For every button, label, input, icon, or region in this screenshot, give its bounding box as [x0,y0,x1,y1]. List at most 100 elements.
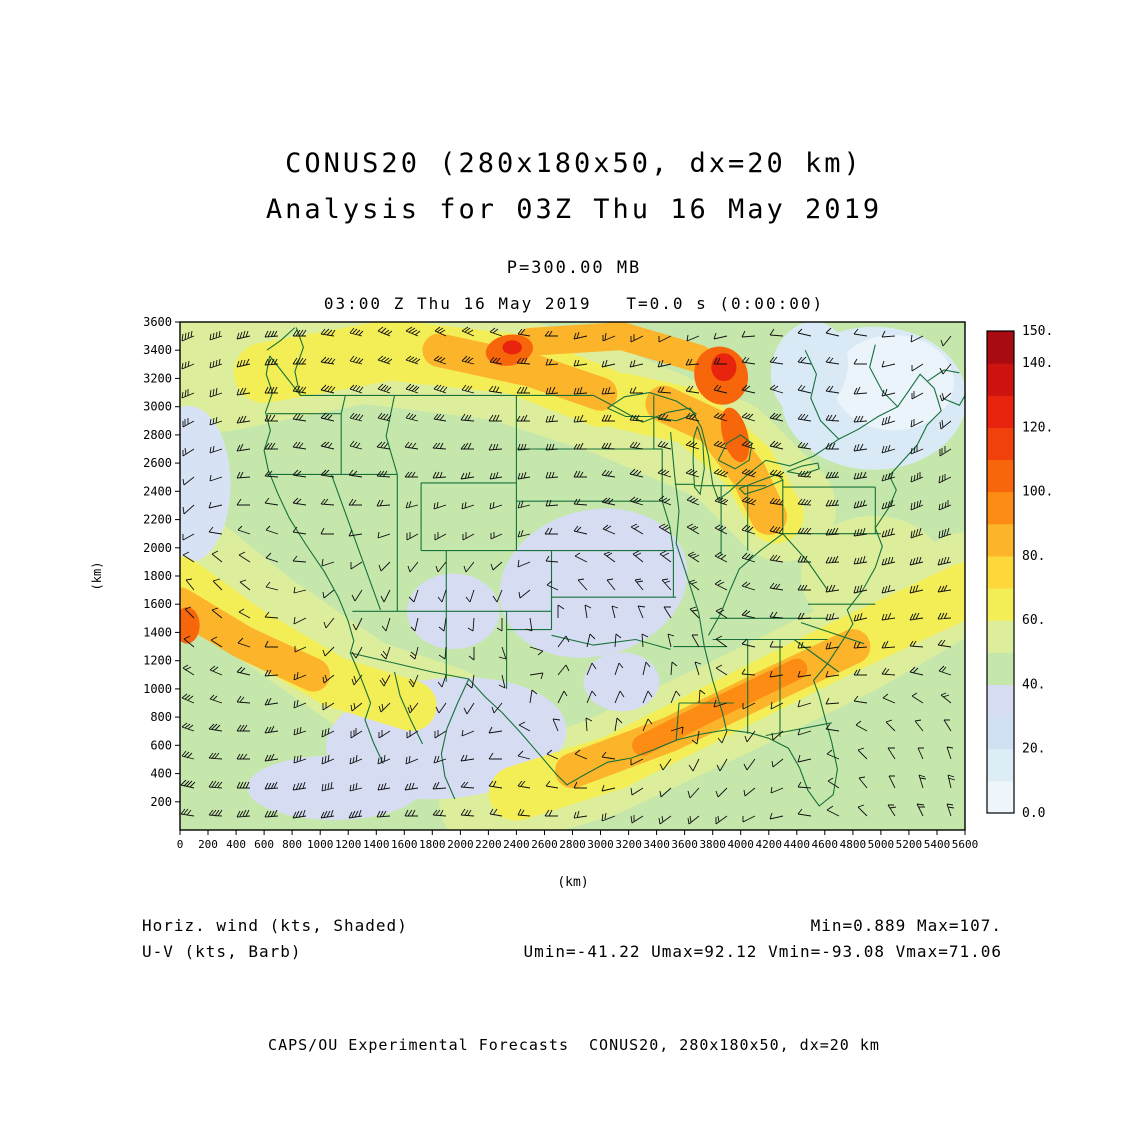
chart-title-line2: Analysis for 03Z Thu 16 May 2019 [265,194,883,225]
shaded-region [711,353,737,382]
y-tick-label: 1600 [143,597,172,611]
shaded-region [247,755,422,820]
colorbar-tick-label: 140. [1022,356,1053,371]
x-tick-label: 3600 [671,838,698,851]
shaded-region [770,322,848,416]
y-tick-label: 400 [150,767,172,781]
colorbar-segment [987,523,1014,557]
y-tick-label: 3200 [143,371,172,385]
colorbar-tick-label: 120. [1022,420,1053,435]
x-tick-label: 800 [282,838,302,851]
colorbar: 0.0 20. 40. 60. 80. 100. 120. 140. 150. [986,324,1053,821]
y-axis: 200 400 600 800 1000 1200 1400 1600 1800 2000 2200… [90,315,180,809]
x-tick-label: 4000 [727,838,754,851]
colorbar-tick-label: 80. [1022,549,1045,564]
y-tick-label: 1800 [143,569,172,583]
x-tick-label: 3000 [587,838,614,851]
x-tick-label: 0 [177,838,184,851]
us-state-boundaries [263,327,965,807]
colorbar-segment [987,491,1014,525]
y-tick-label: 1400 [143,625,172,639]
colorbar-tick-label: 0.0 [1022,806,1045,821]
x-tick-label: 5400 [924,838,951,851]
colorbar-segment [987,780,1014,814]
shaded-region [516,322,713,373]
field-minmax-label: Min=0.889 Max=107. [810,916,1002,935]
shaded-field-label: Horiz. wind (kts, Shaded) [142,916,408,935]
x-tick-label: 1000 [307,838,334,851]
colorbar-segment [987,620,1014,653]
x-tick-label: 3800 [699,838,726,851]
x-tick-label: 4800 [840,838,867,851]
x-tick-label: 1600 [391,838,418,851]
chart-title-line1: CONUS20 (280x180x50, dx=20 km) [285,148,863,179]
x-tick-label: 1400 [363,838,390,851]
y-tick-label: 2400 [143,484,172,498]
wind-barbs [180,326,956,825]
shaded-region [720,407,750,463]
colorbar-frame [986,330,1015,814]
x-tick-label: 1200 [335,838,362,851]
y-tick-label: 2200 [143,513,172,527]
colorbar-tick-label: 20. [1022,742,1045,757]
colorbar-segment [987,331,1014,364]
y-tick-label: 2800 [143,428,172,442]
y-axis-title: (km) [90,562,104,591]
x-tick-label: 600 [254,838,274,851]
x-tick-label: 2200 [475,838,502,851]
colorbar-segment [987,427,1014,461]
y-tick-label: 200 [150,795,172,809]
x-tick-label: 2600 [531,838,558,851]
x-tick-label: 2000 [447,838,474,851]
x-tick-label: 2800 [559,838,586,851]
credit-line: CAPS/OU Experimental Forecasts CONUS20, … [268,1036,880,1054]
y-tick-label: 2600 [143,456,172,470]
colorbar-segment [987,363,1014,396]
shaded-region [180,405,231,563]
colorbar-segment [987,684,1014,718]
colorbar-tick-label: 150. [1022,324,1053,339]
x-tick-label: 5600 [952,838,979,851]
colorbar-segment [987,652,1014,685]
colorbar-tick-label: 100. [1022,485,1053,500]
colorbar-tick-label: 40. [1022,678,1045,693]
colorbar-segment [987,588,1014,621]
shaded-region [833,335,954,431]
shaded-wind-field [180,322,965,830]
pressure-level-label: P=300.00 MB [506,258,642,278]
x-tick-label: 200 [198,838,218,851]
colorbar-tick-label: 60. [1022,613,1045,628]
x-axis-title: (km) [557,875,588,890]
y-tick-label: 3400 [143,343,172,357]
barb-field-label: U-V (kts, Barb) [142,942,302,961]
y-tick-label: 3000 [143,400,172,414]
y-tick-label: 2000 [143,541,172,555]
x-tick-label: 1800 [419,838,446,851]
x-tick-label: 2400 [503,838,530,851]
x-tick-label: 4200 [756,838,783,851]
x-tick-label: 4600 [812,838,839,851]
x-tick-label: 3200 [615,838,642,851]
y-tick-label: 3600 [143,315,172,329]
colorbar-segment [987,395,1014,428]
y-tick-label: 600 [150,738,172,752]
x-tick-label: 400 [226,838,246,851]
y-tick-label: 1200 [143,654,172,668]
colorbar-segment [987,748,1014,782]
shaded-region [499,508,688,658]
x-tick-label: 4400 [784,838,811,851]
shaded-region [502,340,522,355]
uv-minmax-label: Umin=-41.22 Umax=92.12 Vmin=-93.08 Vmax=… [523,942,1002,961]
x-tick-label: 3400 [643,838,670,851]
y-tick-label: 1000 [143,682,172,696]
colorbar-segment [987,716,1014,750]
valid-time-label: 03:00 Z Thu 16 May 2019 T=0.0 s (0:00:00… [323,294,825,313]
shaded-region [180,607,200,644]
x-tick-label: 5200 [896,838,923,851]
x-axis: 0 200 400 600 800 1000 1200 1400 1600 1800 2000 220… [177,830,979,890]
shaded-region [180,587,331,692]
colorbar-segment [987,459,1014,493]
colorbar-segment [987,555,1014,589]
